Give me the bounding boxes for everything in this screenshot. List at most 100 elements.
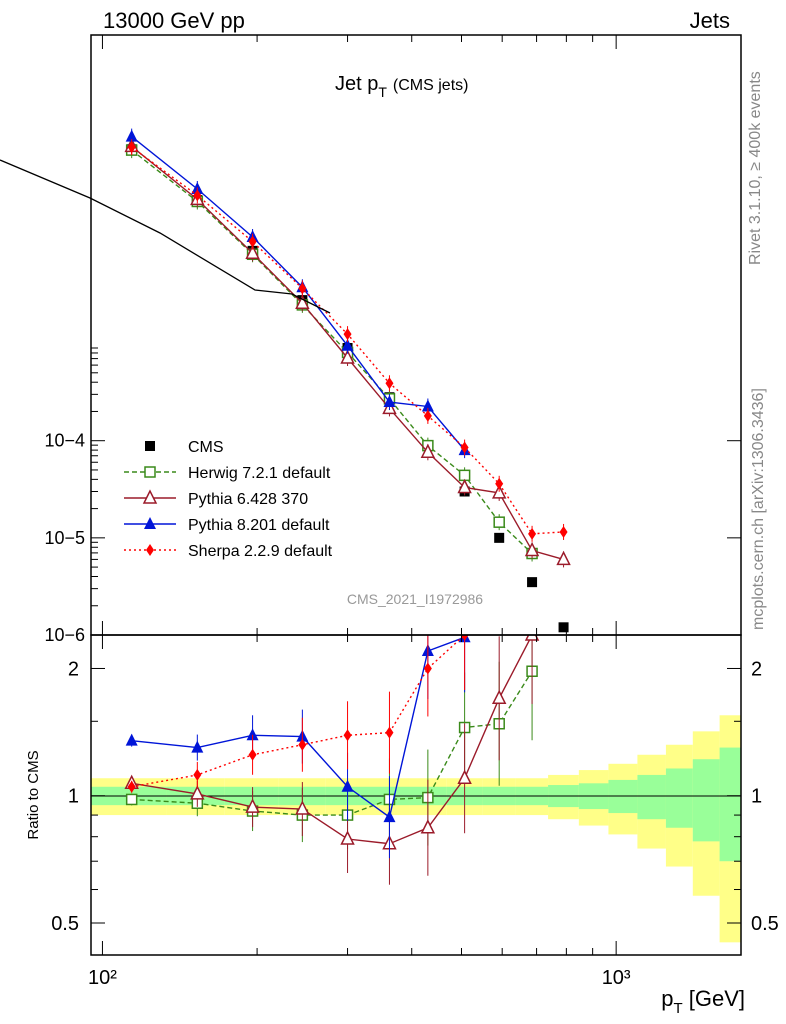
ratio-line-pythia-8-201-default — [131, 636, 465, 819]
series-line-herwig-7-2-1-default — [131, 149, 533, 555]
x-tick-label: 10³ — [602, 967, 631, 989]
point-sherpa-2-2-9-default — [559, 525, 568, 538]
legend-label-cms: CMS — [188, 439, 224, 456]
mcplots-label: mcplots.cern.ch [arXiv:1306.3436] — [750, 388, 767, 630]
ratio-point-pythia-6-428-370 — [420, 819, 436, 834]
ratio-point-pythia-6-428-370 — [491, 689, 507, 705]
legend-label-sherpa-2-2-9-default: Sherpa 2.2.9 default — [188, 543, 333, 560]
plot-title-main: Jet p — [335, 73, 378, 95]
legend-label-pythia-8-201-default: Pythia 8.201 default — [188, 517, 330, 534]
axis-layer: 10² 10³ 10−6 10−5 10−4 0.5 0.5 1 1 2 2 — [44, 35, 779, 989]
point-sherpa-2-2-9-default — [127, 141, 136, 154]
y-tick-label-ratio-right: 0.5 — [751, 913, 779, 935]
ratio-point-herwig-7-2-1-default — [125, 793, 138, 806]
point-pythia-6-428-370 — [524, 541, 540, 557]
ratio-line-pythia-6-428-370 — [131, 635, 533, 845]
legend-label-herwig-7-2-1-default: Herwig 7.2.1 default — [188, 465, 331, 482]
main-series-layer — [124, 128, 628, 723]
point-sherpa-2-2-9-default — [495, 477, 504, 490]
ratio-point-pythia-6-428-370 — [295, 800, 310, 815]
band-inner-bin — [719, 747, 741, 862]
ratio-point-sherpa-2-2-9-default — [343, 729, 352, 742]
ratio-point-sherpa-2-2-9-default — [248, 748, 257, 761]
point-sherpa-2-2-9-default — [423, 409, 432, 422]
point-pythia-6-428-370 — [295, 294, 310, 309]
ratio-point-sherpa-2-2-9-default — [193, 768, 202, 781]
legend-marker-pythia-8-201-default — [144, 517, 156, 529]
ratio-point-sherpa-2-2-9-default — [385, 726, 394, 739]
point-cms — [527, 577, 538, 588]
ratio-plot-frame — [90, 634, 742, 956]
ratio-point-pythia-6-428-370 — [340, 830, 355, 845]
ratio-point-sherpa-2-2-9-default — [127, 780, 136, 793]
point-sherpa-2-2-9-default — [460, 441, 469, 454]
ratio-point-pythia-8-201-default — [191, 740, 204, 753]
point-pythia-6-428-370 — [340, 349, 355, 364]
series-line-pythia-8-201-default — [131, 136, 466, 451]
y-axis-label: Ratio to CMS — [25, 750, 42, 839]
ratio-series-layer — [124, 635, 540, 885]
header-right: Jets — [690, 8, 730, 33]
ratio-point-pythia-8-201-default — [125, 733, 138, 746]
y-tick-label-main: 10−6 — [44, 625, 85, 645]
point-pythia-6-428-370 — [556, 550, 571, 566]
legend-marker-herwig-7-2-1-default — [144, 466, 156, 478]
band-inner-bin — [665, 768, 693, 828]
ratio-point-pythia-8-201-default — [383, 810, 396, 823]
y-tick-label-ratio: 0.5 — [51, 913, 79, 935]
uncertainty-band — [91, 715, 741, 943]
plot-title-sub: T — [378, 84, 387, 100]
ratio-point-pythia-8-201-default — [246, 728, 259, 741]
x-tick-label: 10² — [88, 967, 117, 989]
y-tick-label-ratio-right: 2 — [751, 658, 762, 680]
point-sherpa-2-2-9-default — [385, 377, 394, 390]
point-pythia-8-201-default — [125, 129, 138, 142]
legend: CMS Herwig 7.2.1 default Pythia 6.428 370 P… — [124, 439, 333, 560]
point-pythia-8-201-default — [341, 338, 354, 351]
ratio-point-pythia-6-428-370 — [524, 635, 540, 641]
ratio-point-pythia-8-201-default — [341, 779, 354, 792]
analysis-watermark: CMS_2021_I1972986 — [347, 591, 483, 607]
point-sherpa-2-2-9-default — [248, 235, 257, 248]
y-tick-label-main: 10−5 — [44, 528, 85, 548]
stray-curve — [0, 159, 331, 314]
point-cms — [558, 622, 569, 633]
legend-marker-sherpa-2-2-9-default — [146, 544, 154, 556]
point-cms — [494, 532, 505, 543]
y-tick-label-ratio-right: 1 — [751, 786, 762, 808]
point-sherpa-2-2-9-default — [343, 328, 352, 341]
ratio-point-pythia-6-428-370 — [190, 785, 205, 800]
point-pythia-8-201-default — [383, 395, 396, 408]
y-tick-label-main: 10−4 — [44, 431, 85, 451]
point-pythia-6-428-370 — [245, 244, 260, 260]
y-tick-label-ratio: 2 — [68, 658, 79, 680]
ratio-point-sherpa-2-2-9-default — [298, 738, 307, 751]
plot-title: Jet pT (CMS jets) — [335, 73, 468, 100]
point-pythia-8-201-default — [421, 399, 434, 412]
point-pythia-6-428-370 — [491, 484, 507, 499]
point-cms — [589, 669, 599, 679]
point-cms — [618, 713, 628, 723]
ratio-point-sherpa-2-2-9-default — [423, 662, 432, 675]
header-left: 13000 GeV pp — [103, 8, 245, 33]
x-axis-label: pT [GeV] — [661, 986, 745, 1017]
y-tick-label-ratio: 1 — [68, 786, 79, 808]
plot-title-suffix: (CMS jets) — [393, 77, 469, 94]
point-herwig-7-2-1-default — [493, 516, 505, 528]
band-inner-bin — [637, 774, 666, 820]
ratio-point-pythia-6-428-370 — [245, 798, 260, 813]
ratio-line-herwig-7-2-1-default — [131, 670, 533, 816]
point-pythia-6-428-370 — [420, 443, 436, 459]
point-pythia-6-428-370 — [457, 478, 472, 494]
ratio-line-sherpa-2-2-9-default — [131, 635, 466, 788]
point-sherpa-2-2-9-default — [528, 527, 537, 540]
legend-label-pythia-6-428-370: Pythia 6.428 370 — [188, 491, 308, 508]
rivet-label: Rivet 3.1.10, ≥ 400k events — [747, 71, 764, 265]
legend-marker-cms — [145, 441, 155, 451]
ratio-point-sherpa-2-2-9-default — [460, 635, 469, 641]
point-sherpa-2-2-9-default — [193, 189, 202, 202]
point-sherpa-2-2-9-default — [298, 282, 307, 295]
band-inner-bin — [692, 759, 720, 842]
legend-marker-pythia-6-428-370 — [142, 489, 158, 504]
